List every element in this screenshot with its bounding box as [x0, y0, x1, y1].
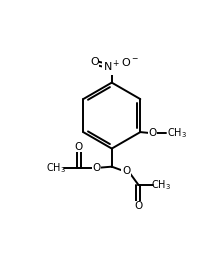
Text: O: O: [134, 201, 143, 211]
Text: O: O: [74, 142, 83, 152]
Text: O: O: [148, 128, 157, 138]
Text: CH$_3$: CH$_3$: [167, 126, 187, 140]
Text: CH$_3$: CH$_3$: [151, 178, 171, 192]
Text: O: O: [122, 166, 130, 176]
Text: O: O: [92, 163, 101, 173]
Text: CH$_3$: CH$_3$: [46, 161, 66, 175]
Text: N$^+$: N$^+$: [103, 59, 121, 74]
Text: O$^-$: O$^-$: [121, 56, 139, 68]
Text: O: O: [90, 57, 99, 67]
